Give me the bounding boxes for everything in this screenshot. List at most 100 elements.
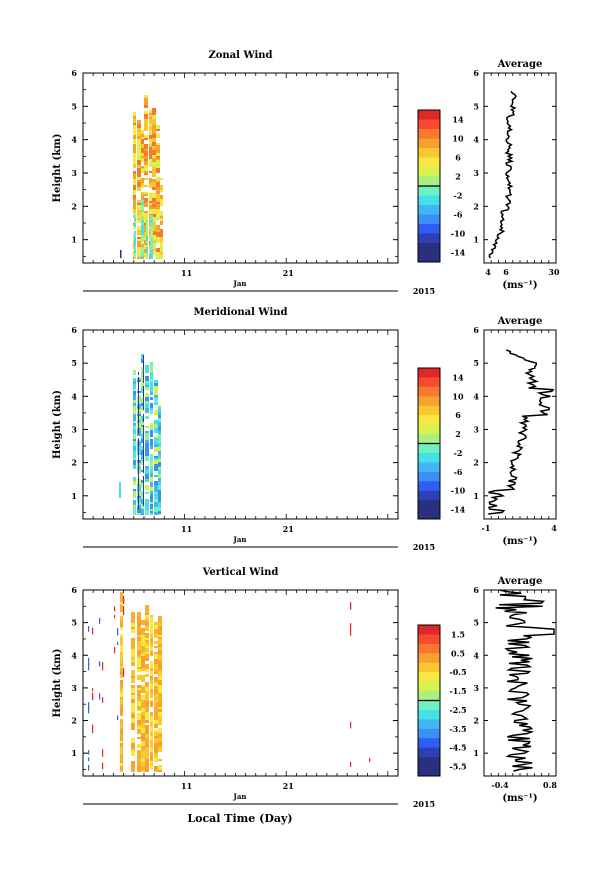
data-cell — [143, 406, 144, 410]
data-cell — [141, 677, 145, 682]
data-cell — [149, 126, 152, 130]
data-cell — [133, 212, 136, 215]
data-cell — [152, 207, 156, 209]
avg-x-tick-label: 4 — [485, 267, 491, 277]
data-cell — [154, 771, 158, 772]
data-cell — [150, 397, 153, 400]
data-cell — [133, 423, 136, 426]
data-cell — [144, 194, 148, 196]
data-cell — [143, 418, 144, 422]
data-cell — [138, 394, 139, 399]
data-cell — [133, 125, 136, 129]
data-cell — [134, 257, 136, 259]
data-cell — [137, 690, 141, 693]
data-cell — [158, 462, 161, 464]
data-cell — [154, 388, 158, 392]
colorbar-segment — [418, 396, 440, 407]
data-cell — [152, 227, 156, 231]
data-cell — [150, 241, 153, 246]
data-cell — [144, 192, 148, 194]
data-cell — [120, 741, 123, 743]
y-tick-label: 2 — [71, 716, 77, 726]
data-cell — [131, 676, 135, 678]
y-axis-label: Height (km) — [52, 134, 63, 203]
data-cell — [154, 751, 158, 753]
data-cell — [133, 201, 136, 203]
data-cell — [154, 672, 158, 674]
data-cell — [154, 483, 158, 485]
data-cell — [120, 714, 123, 716]
data-cell — [102, 662, 104, 671]
data-cell — [145, 404, 149, 408]
data-cell — [154, 399, 158, 403]
data-cell — [88, 764, 90, 771]
data-cell — [152, 247, 156, 249]
x-axis-label: Local Time (Day) — [187, 812, 292, 825]
data-cell — [145, 499, 149, 501]
data-cell — [154, 444, 158, 447]
data-cell — [120, 754, 123, 758]
data-cell — [120, 666, 123, 669]
data-cell — [143, 476, 144, 481]
data-cell — [149, 147, 152, 151]
data-cell — [133, 131, 136, 133]
data-cell — [152, 249, 156, 251]
data-cell — [137, 241, 141, 244]
data-cell — [149, 164, 152, 167]
data-cell — [133, 139, 136, 144]
data-cell — [150, 712, 153, 716]
data-cell — [152, 124, 156, 128]
avg-y-tick-label: 1 — [473, 748, 479, 758]
data-cell — [131, 712, 135, 714]
data-cell — [120, 619, 123, 623]
data-cell — [138, 427, 139, 431]
data-cell — [156, 252, 160, 254]
data-cell — [88, 661, 90, 671]
data-cell — [134, 223, 136, 227]
panel-title: Vertical Wind — [202, 567, 279, 578]
data-cell — [154, 499, 158, 502]
data-cell — [152, 198, 156, 202]
data-cell — [134, 221, 136, 223]
plot-frame — [82, 72, 399, 264]
data-cell — [144, 119, 148, 123]
data-cell — [158, 467, 161, 470]
data-cell — [145, 431, 149, 433]
data-cell — [156, 230, 160, 232]
data-cell — [137, 627, 141, 630]
data-cell — [133, 112, 136, 114]
data-cell — [154, 424, 158, 428]
data-cell — [137, 760, 141, 764]
data-cell — [158, 430, 161, 434]
data-cell — [154, 492, 158, 494]
data-cell — [145, 435, 149, 440]
data-cell — [133, 391, 136, 395]
data-cell — [141, 728, 145, 733]
data-cell — [146, 236, 148, 241]
data-cell — [137, 667, 141, 669]
avg-y-tick-label: 5 — [473, 101, 479, 111]
data-cell — [150, 246, 153, 248]
data-cell — [150, 423, 153, 426]
month-label: Jan — [233, 535, 247, 544]
data-cell — [137, 641, 141, 645]
average-profile-line — [495, 589, 555, 772]
data-cell — [141, 620, 145, 625]
data-cell — [92, 627, 94, 635]
data-cell — [158, 482, 161, 485]
data-cell — [150, 666, 153, 668]
data-cell — [158, 439, 161, 443]
data-cell — [156, 163, 160, 168]
data-cell — [102, 697, 104, 703]
y-tick-label: 2 — [71, 201, 77, 211]
data-cell — [150, 752, 153, 755]
data-cell — [160, 255, 163, 259]
data-cell — [141, 252, 144, 256]
data-cell — [150, 651, 153, 656]
data-cell — [150, 693, 153, 698]
data-cell — [138, 499, 139, 503]
data-cell — [120, 761, 123, 763]
colorbar-segment — [418, 681, 440, 692]
data-cell — [158, 434, 161, 439]
data-cell — [141, 741, 145, 746]
